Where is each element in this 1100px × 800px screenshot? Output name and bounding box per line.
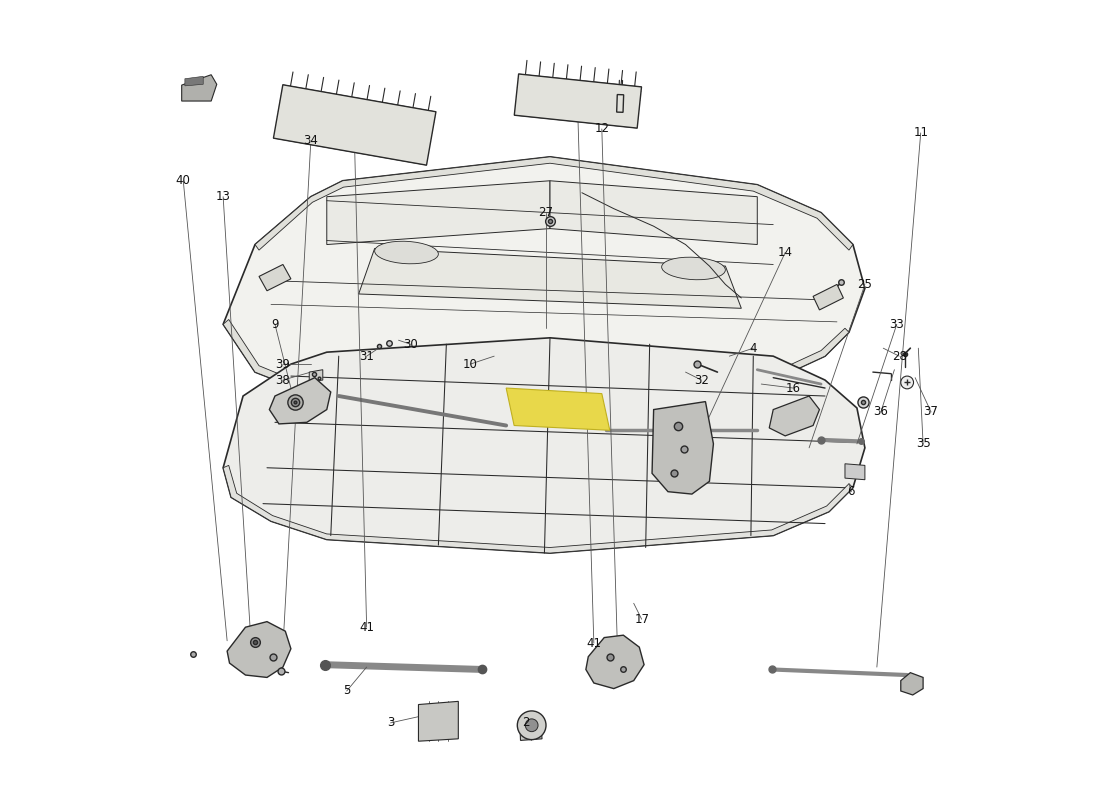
- Circle shape: [901, 376, 913, 389]
- Text: 11: 11: [913, 126, 928, 139]
- Text: 6: 6: [848, 485, 855, 498]
- Text: 41: 41: [586, 637, 602, 650]
- Polygon shape: [270, 378, 331, 424]
- Polygon shape: [223, 157, 865, 408]
- Polygon shape: [227, 622, 290, 678]
- Text: 28: 28: [892, 350, 906, 362]
- Polygon shape: [223, 319, 849, 408]
- Text: 33: 33: [890, 318, 904, 330]
- Text: 35: 35: [915, 438, 931, 450]
- Polygon shape: [515, 74, 641, 128]
- Text: 2: 2: [522, 716, 530, 730]
- Circle shape: [517, 711, 546, 740]
- Polygon shape: [258, 265, 290, 290]
- Text: 12: 12: [594, 122, 609, 135]
- Text: 17: 17: [635, 613, 649, 626]
- Polygon shape: [652, 402, 714, 494]
- Text: 37: 37: [924, 406, 938, 418]
- Polygon shape: [769, 396, 820, 436]
- Text: 9: 9: [272, 318, 278, 330]
- Polygon shape: [309, 370, 322, 382]
- Text: 14: 14: [778, 246, 793, 259]
- Text: 30: 30: [403, 338, 418, 350]
- Text: ETDparts: ETDparts: [314, 198, 786, 507]
- Polygon shape: [182, 74, 217, 101]
- Text: 38: 38: [276, 374, 290, 386]
- Text: 3: 3: [387, 716, 394, 730]
- Polygon shape: [223, 466, 852, 553]
- Polygon shape: [185, 76, 204, 86]
- Polygon shape: [813, 285, 844, 310]
- Polygon shape: [519, 719, 542, 741]
- Polygon shape: [901, 673, 923, 695]
- Text: 39: 39: [275, 358, 290, 370]
- Text: 41: 41: [359, 621, 374, 634]
- Text: 34: 34: [304, 134, 318, 147]
- Polygon shape: [506, 388, 609, 430]
- Text: 32: 32: [694, 374, 708, 386]
- Polygon shape: [223, 338, 865, 553]
- Polygon shape: [617, 94, 624, 112]
- Text: 13: 13: [216, 190, 231, 203]
- Text: 31: 31: [360, 350, 374, 362]
- Polygon shape: [845, 464, 865, 480]
- Polygon shape: [359, 249, 741, 308]
- Circle shape: [526, 719, 538, 732]
- Text: 4: 4: [749, 342, 757, 354]
- Polygon shape: [550, 181, 757, 245]
- Polygon shape: [274, 85, 436, 165]
- Polygon shape: [327, 181, 550, 245]
- Text: 5: 5: [343, 685, 351, 698]
- Text: 40: 40: [176, 174, 190, 187]
- Text: 25: 25: [858, 278, 872, 291]
- Ellipse shape: [661, 257, 725, 280]
- Ellipse shape: [375, 242, 439, 264]
- Text: 16: 16: [785, 382, 801, 394]
- Text: 27: 27: [539, 206, 553, 219]
- Polygon shape: [255, 157, 853, 250]
- Text: 10: 10: [463, 358, 477, 370]
- Text: a passion for cars since 1985: a passion for cars since 1985: [402, 431, 698, 544]
- Polygon shape: [586, 635, 645, 689]
- Polygon shape: [418, 702, 459, 742]
- Text: 36: 36: [873, 406, 889, 418]
